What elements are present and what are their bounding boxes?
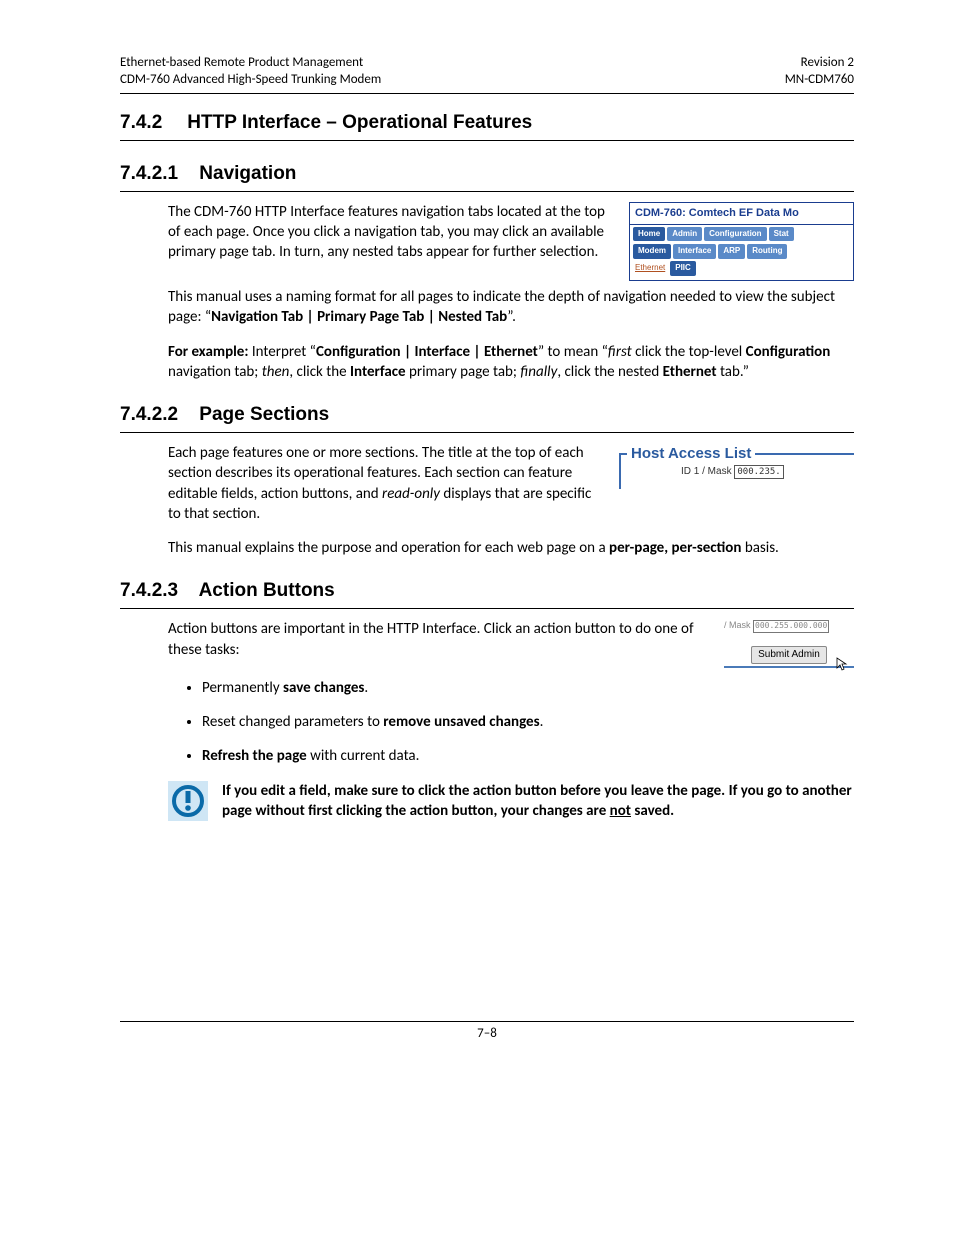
heading-7422-title: Page Sections [199,404,329,425]
page-footer: 7–8 [120,1021,854,1041]
warning-text: If you edit a field, make sure to click … [222,781,854,822]
navfig-tab-home: Home [633,227,665,242]
heading-7421: 7.4.2.1 Navigation [120,163,854,185]
page-sections-figure: Host Access List ID 1 / Mask 000.235. [619,443,854,489]
bullet-3: Refresh the page with current data. [202,746,854,766]
actionfig-button-row: Submit Admin [724,643,854,668]
warning-icon [168,781,208,821]
body-7422: Host Access List ID 1 / Mask 000.235. Ea… [168,443,854,558]
header-rule [120,93,854,94]
heading-7421-num: 7.4.2.1 [120,163,194,185]
heading-742-title: HTTP Interface – Operational Features [187,112,532,133]
header-left-line2: CDM-760 Advanced High-Speed Trunking Mod… [120,72,381,87]
rule-7423 [120,608,854,609]
actionfig-submit-button: Submit Admin [751,646,827,664]
navfig-row1: Home Admin Configuration Stat [630,225,853,243]
navfig-tab-admin: Admin [667,227,702,242]
navfig-tab-piic: PIIC [670,261,696,276]
rule-7422 [120,432,854,433]
navfig-link-ethernet: Ethernet [633,262,667,275]
heading-7422-num: 7.4.2.2 [120,404,194,426]
cursor-icon [836,657,848,675]
heading-742-num: 7.4.2 [120,112,182,134]
header-left-line1: Ethernet-based Remote Product Management [120,55,363,70]
navfig-tab-modem: Modem [633,244,671,259]
p-7421-3: For example: Interpret “Configuration | … [168,342,854,383]
heading-7421-title: Navigation [199,163,296,184]
navfig-tab-interface: Interface [673,244,716,259]
navfig-tab-configuration: Configuration [704,227,766,242]
heading-7423-num: 7.4.2.3 [120,580,194,602]
page-header: Ethernet-based Remote Product Management… [120,55,854,89]
bullet-1: Permanently save changes. [202,678,854,698]
navfig-row3: Ethernet PIIC [630,260,853,280]
page-number: 7–8 [120,1026,854,1041]
p-7421-2: This manual uses a naming format for all… [168,287,854,328]
heading-7423: 7.4.2.3 Action Buttons [120,580,854,602]
heading-7423-title: Action Buttons [199,580,335,601]
navigation-figure: CDM-760: Comtech EF Data Mo Home Admin C… [629,202,854,281]
header-left: Ethernet-based Remote Product Management… [120,55,381,89]
rule-742 [120,140,854,141]
navfig-tab-arp: ARP [718,244,745,259]
navfig-tab-routing: Routing [747,244,787,259]
header-right-line2: MN-CDM760 [785,72,854,87]
p-7422-2: This manual explains the purpose and ope… [168,538,854,558]
actionfig-top: / Mask 000.255.000.000 [724,619,854,633]
navfig-tab-stat: Stat [769,227,794,242]
fieldset-legend: Host Access List [627,444,755,464]
header-right-line1: Revision 2 [801,55,854,70]
rule-7421 [120,191,854,192]
document-page: Ethernet-based Remote Product Management… [0,0,954,1081]
heading-742: 7.4.2 HTTP Interface – Operational Featu… [120,112,854,134]
heading-7422: 7.4.2.2 Page Sections [120,404,854,426]
header-right: Revision 2 MN-CDM760 [785,55,854,89]
warning-note: If you edit a field, make sure to click … [168,781,854,822]
body-7421: CDM-760: Comtech EF Data Mo Home Admin C… [168,202,854,382]
action-buttons-figure: / Mask 000.255.000.000 Submit Admin [724,619,854,667]
navfig-row2: Modem Interface ARP Routing [630,242,853,260]
bullet-2: Reset changed parameters to remove unsav… [202,712,854,732]
footer-rule [120,1021,854,1022]
navfig-title: CDM-760: Comtech EF Data Mo [630,203,853,225]
bullet-list-7423: Permanently save changes. Reset changed … [168,678,854,767]
body-7423: / Mask 000.255.000.000 Submit Admin Acti… [168,619,854,821]
fieldset-border: Host Access List ID 1 / Mask 000.235. [619,453,854,489]
